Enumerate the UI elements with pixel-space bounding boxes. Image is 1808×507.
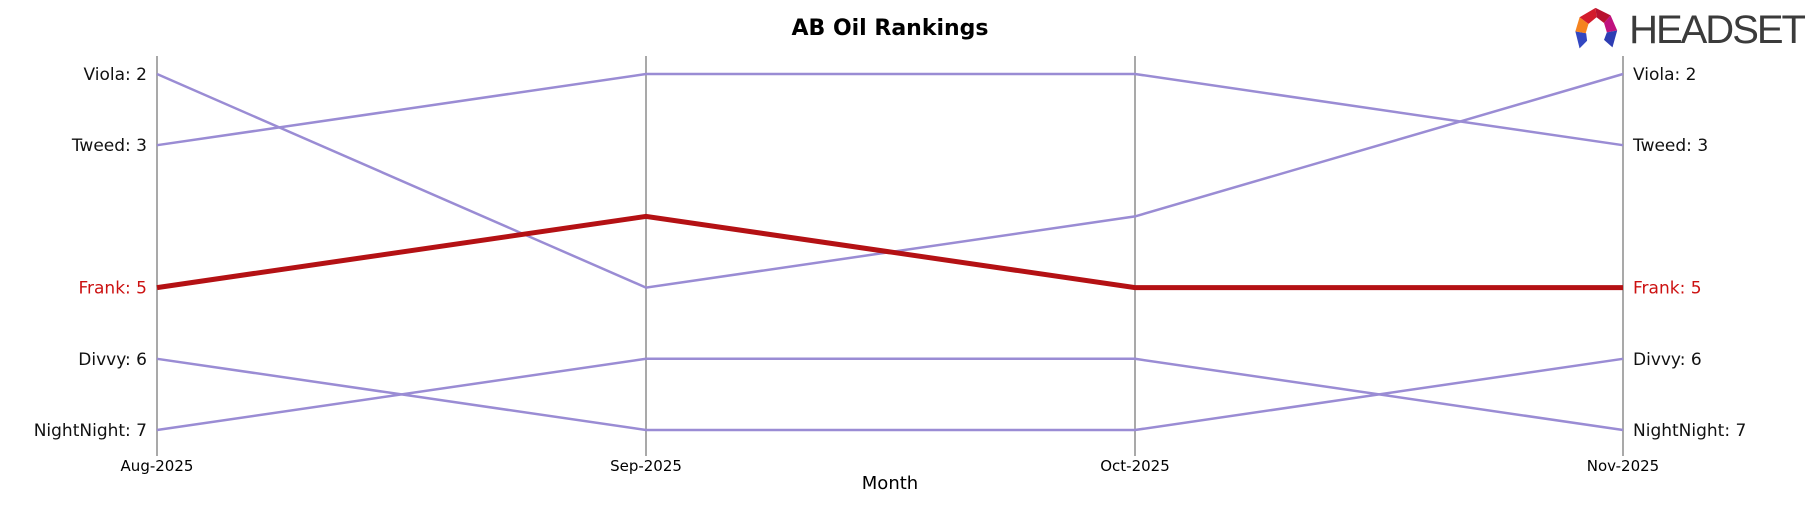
label-right-nightnight: NightNight: 7 bbox=[1633, 421, 1746, 441]
label-left-tweed: Tweed: 3 bbox=[71, 136, 147, 156]
label-right-frank: Frank: 5 bbox=[1633, 279, 1702, 299]
label-left-nightnight: NightNight: 7 bbox=[34, 421, 147, 441]
series-line-nightnight bbox=[156, 357, 1624, 432]
headset-logo-text: HEADSET bbox=[1629, 7, 1806, 52]
label-right-tweed: Tweed: 3 bbox=[1632, 136, 1708, 156]
headset-logo-icon bbox=[1575, 7, 1618, 49]
x-tick-label: Nov-2025 bbox=[1587, 457, 1659, 475]
label-left-frank: Frank: 5 bbox=[78, 279, 147, 299]
series-line-frank bbox=[156, 213, 1623, 291]
headset-logo: HEADSET bbox=[1573, 4, 1806, 56]
chart-title: AB Oil Rankings bbox=[791, 16, 989, 41]
x-tick-label: Sep-2025 bbox=[610, 457, 682, 475]
x-tick-label: Aug-2025 bbox=[121, 457, 194, 475]
series-line-tweed bbox=[156, 72, 1624, 147]
label-right-divvy: Divvy: 6 bbox=[1633, 350, 1702, 370]
label-left-viola: Viola: 2 bbox=[84, 65, 147, 85]
x-tick-label: Oct-2025 bbox=[1100, 457, 1170, 475]
x-axis-title: Month bbox=[861, 473, 919, 494]
series-line-divvy bbox=[156, 357, 1624, 432]
label-right-viola: Viola: 2 bbox=[1633, 65, 1696, 85]
label-left-divvy: Divvy: 6 bbox=[78, 350, 147, 370]
